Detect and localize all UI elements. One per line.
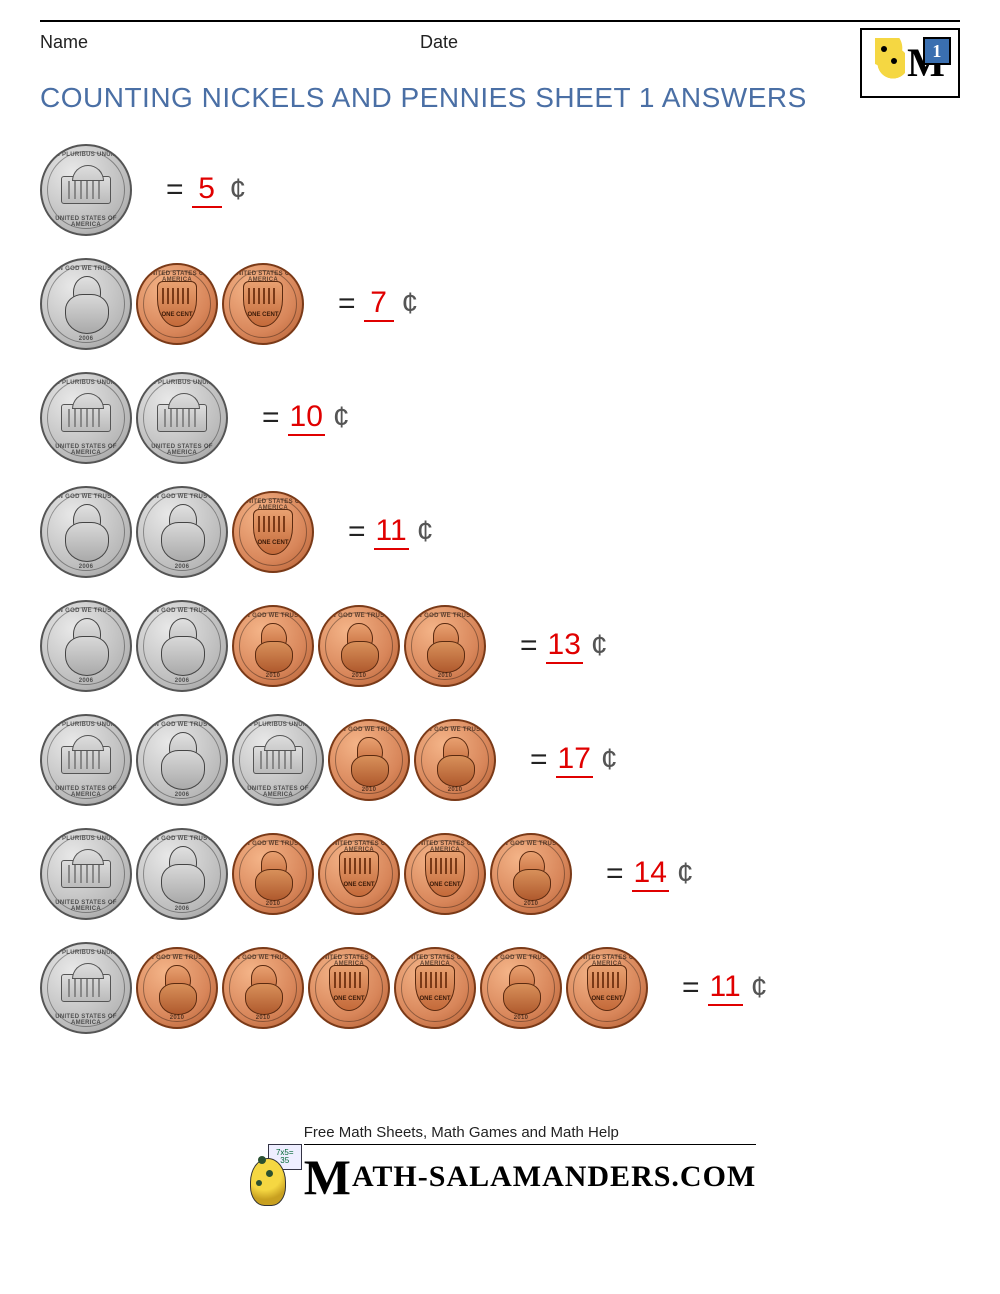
penny-head-coin: IN GOD WE TRUST2010 <box>232 833 314 915</box>
problem-rows: E PLURIBUS UNUMUNITED STATES OF AMERICA =… <box>40 144 960 1034</box>
answer-value: 11 <box>374 514 409 550</box>
name-label: Name <box>40 32 88 53</box>
logo-letter-m: M 1 <box>907 43 945 83</box>
problem-row: E PLURIBUS UNUMUNITED STATES OF AMERICAE… <box>40 372 960 464</box>
nickel-front-coin: IN GOD WE TRUST2006 <box>136 600 228 692</box>
nickel-front-coin: IN GOD WE TRUST2006 <box>40 600 132 692</box>
penny-head-coin: IN GOD WE TRUST2010 <box>318 605 400 687</box>
equals-sign: = <box>262 401 280 435</box>
answer-group: =11¢ <box>348 514 433 550</box>
answer-value: 7 <box>364 286 394 322</box>
penny-shield-coin: UNITED STATES OF AMERICA <box>318 833 400 915</box>
problem-row: E PLURIBUS UNUMUNITED STATES OF AMERICA =… <box>40 144 960 236</box>
equals-sign: = <box>530 743 548 777</box>
nickel-front-coin: IN GOD WE TRUST2006 <box>40 486 132 578</box>
equals-sign: = <box>682 971 700 1005</box>
answer-group: =10¢ <box>262 400 350 436</box>
nickel-back-coin: E PLURIBUS UNUMUNITED STATES OF AMERICA <box>40 828 132 920</box>
answer-group: =11¢ <box>682 970 767 1006</box>
penny-shield-coin: UNITED STATES OF AMERICA <box>404 833 486 915</box>
nickel-back-coin: E PLURIBUS UNUMUNITED STATES OF AMERICA <box>40 372 132 464</box>
top-rule <box>40 20 960 22</box>
problem-row: E PLURIBUS UNUMUNITED STATES OF AMERICAI… <box>40 714 960 806</box>
answer-value: 17 <box>556 742 593 778</box>
equals-sign: = <box>606 857 624 891</box>
footer-brand-rest: ATH-SALAMANDERS.COM <box>352 1160 756 1193</box>
page-title: COUNTING NICKELS AND PENNIES SHEET 1 ANS… <box>40 82 960 114</box>
nickel-front-coin: IN GOD WE TRUST2006 <box>136 486 228 578</box>
nickel-front-coin: IN GOD WE TRUST2006 <box>136 714 228 806</box>
answer-group: =17¢ <box>530 742 618 778</box>
answer-value: 14 <box>632 856 669 892</box>
nickel-back-coin: E PLURIBUS UNUMUNITED STATES OF AMERICA <box>40 714 132 806</box>
grade-badge: 1 <box>923 37 951 65</box>
footer-tagline: Free Math Sheets, Math Games and Math He… <box>304 1124 757 1145</box>
penny-head-coin: IN GOD WE TRUST2010 <box>480 947 562 1029</box>
nickel-back-coin: E PLURIBUS UNUMUNITED STATES OF AMERICA <box>40 942 132 1034</box>
answer-value: 5 <box>192 172 222 208</box>
cent-symbol: ¢ <box>677 857 694 891</box>
footer-brand-m: M <box>304 1148 352 1206</box>
date-label: Date <box>420 32 458 53</box>
problem-row: IN GOD WE TRUST2006IN GOD WE TRUST2006IN… <box>40 600 960 692</box>
equals-sign: = <box>520 629 538 663</box>
cent-symbol: ¢ <box>333 401 350 435</box>
nickel-front-coin: IN GOD WE TRUST2006 <box>136 828 228 920</box>
penny-shield-coin: UNITED STATES OF AMERICA <box>136 263 218 345</box>
footer-brand: MATH-SALAMANDERS.COM <box>304 1148 757 1206</box>
footer-salamander-icon: 7x5= 35 <box>244 1146 294 1206</box>
cent-symbol: ¢ <box>601 743 618 777</box>
answer-group: =14¢ <box>606 856 694 892</box>
answer-group: =5¢ <box>166 172 246 208</box>
cent-symbol: ¢ <box>402 287 419 321</box>
problem-row: E PLURIBUS UNUMUNITED STATES OF AMERICAI… <box>40 828 960 920</box>
answer-value: 13 <box>546 628 583 664</box>
penny-shield-coin: UNITED STATES OF AMERICA <box>394 947 476 1029</box>
footer: 7x5= 35 Free Math Sheets, Math Games and… <box>40 1124 960 1206</box>
nickel-front-coin: IN GOD WE TRUST2006 <box>40 258 132 350</box>
problem-row: E PLURIBUS UNUMUNITED STATES OF AMERICAI… <box>40 942 960 1034</box>
penny-shield-coin: UNITED STATES OF AMERICA <box>566 947 648 1029</box>
penny-head-coin: IN GOD WE TRUST2010 <box>328 719 410 801</box>
penny-head-coin: IN GOD WE TRUST2010 <box>414 719 496 801</box>
answer-group: =13¢ <box>520 628 608 664</box>
penny-shield-coin: UNITED STATES OF AMERICA <box>232 491 314 573</box>
cent-symbol: ¢ <box>751 971 768 1005</box>
penny-head-coin: IN GOD WE TRUST2010 <box>136 947 218 1029</box>
cent-symbol: ¢ <box>230 173 247 207</box>
cent-symbol: ¢ <box>591 629 608 663</box>
equals-sign: = <box>166 173 184 207</box>
equals-sign: = <box>348 515 366 549</box>
problem-row: IN GOD WE TRUST2006UNITED STATES OF AMER… <box>40 258 960 350</box>
footer-sign-bottom: 35 <box>280 1157 289 1165</box>
penny-shield-coin: UNITED STATES OF AMERICA <box>222 263 304 345</box>
answer-value: 11 <box>708 970 743 1006</box>
salamander-icon <box>875 38 905 88</box>
brand-logo-box: M 1 <box>860 28 960 98</box>
cent-symbol: ¢ <box>417 515 434 549</box>
penny-shield-coin: UNITED STATES OF AMERICA <box>308 947 390 1029</box>
penny-head-coin: IN GOD WE TRUST2010 <box>404 605 486 687</box>
penny-head-coin: IN GOD WE TRUST2010 <box>222 947 304 1029</box>
answer-value: 10 <box>288 400 325 436</box>
penny-head-coin: IN GOD WE TRUST2010 <box>490 833 572 915</box>
answer-group: =7¢ <box>338 286 418 322</box>
worksheet-page: Name Date M 1 COUNTING NICKELS AND PENNI… <box>0 0 1000 1246</box>
problem-row: IN GOD WE TRUST2006IN GOD WE TRUST2006UN… <box>40 486 960 578</box>
equals-sign: = <box>338 287 356 321</box>
nickel-back-coin: E PLURIBUS UNUMUNITED STATES OF AMERICA <box>40 144 132 236</box>
nickel-back-coin: E PLURIBUS UNUMUNITED STATES OF AMERICA <box>136 372 228 464</box>
header-row: Name Date M 1 <box>40 32 960 62</box>
nickel-back-coin: E PLURIBUS UNUMUNITED STATES OF AMERICA <box>232 714 324 806</box>
penny-head-coin: IN GOD WE TRUST2010 <box>232 605 314 687</box>
